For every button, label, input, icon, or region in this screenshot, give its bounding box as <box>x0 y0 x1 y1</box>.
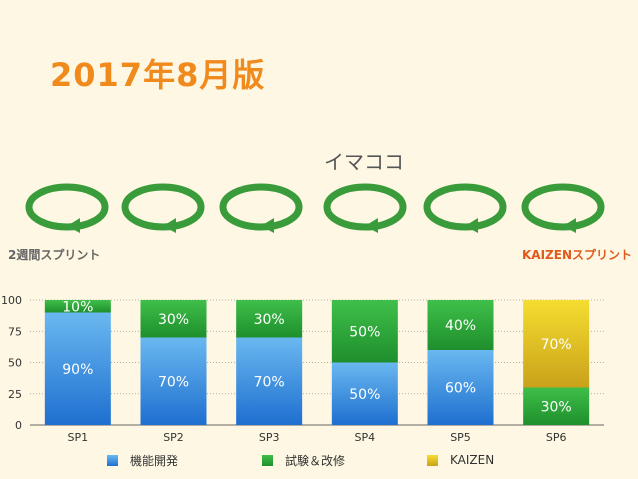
bar-value-label: 70% <box>254 374 285 390</box>
legend-swatch-yellow <box>427 454 438 466</box>
bar-segment <box>140 300 207 338</box>
bar-segment <box>236 337 303 425</box>
legend-label: 機能開発 <box>130 453 179 468</box>
x-tick-label: SP1 <box>68 431 89 444</box>
bar-value-label: 70% <box>158 374 189 390</box>
cycle-icon <box>518 180 608 234</box>
bar-value-label: 30% <box>254 312 285 328</box>
y-tick-label: 0 <box>15 419 22 432</box>
bar-value-label: 30% <box>541 399 572 415</box>
bar-segment <box>331 362 398 425</box>
legend-item-kaizen: KAIZEN <box>427 452 494 468</box>
cycle-icon <box>22 180 112 234</box>
bar-segment <box>523 387 590 425</box>
y-tick-label: 25 <box>8 388 22 401</box>
legend-item-test: 試験＆改修 <box>262 452 345 468</box>
x-tick-label: SP3 <box>259 431 280 444</box>
legend-swatch-green <box>262 454 273 466</box>
bar-segment <box>427 300 494 350</box>
bar-value-label: 60% <box>445 381 476 397</box>
bar-segment <box>331 300 398 363</box>
page-title: 2017年8月版 <box>50 56 266 94</box>
x-tick-label: SP6 <box>546 431 567 444</box>
legend-item-dev: 機能開発 <box>107 452 178 468</box>
current-position-label: イマココ <box>324 150 404 174</box>
bar-value-label: 30% <box>158 312 189 328</box>
legend-swatch-blue <box>107 454 118 466</box>
legend-label: KAIZEN <box>450 453 495 467</box>
cycle-icon <box>118 180 208 234</box>
bar-segment <box>523 300 590 388</box>
y-tick-label: 75 <box>8 325 22 338</box>
stacked-bar-chart: 0 25 50 75 100 90% 10% SP1 70% 30% SP2 70% 30% SP3 50%… <box>1 294 604 444</box>
sprint-length-label: 2週間スプリント <box>8 248 101 262</box>
legend-label: 試験＆改修 <box>285 453 346 468</box>
bar-segment <box>427 350 494 425</box>
bar-value-label: 70% <box>541 337 572 353</box>
bar-value-label: 40% <box>445 318 476 334</box>
y-tick-label: 50 <box>8 357 22 370</box>
bar-value-label: 50% <box>349 387 380 403</box>
bar-segment <box>236 300 303 338</box>
bar-segment <box>44 300 111 313</box>
bar-value-label: 90% <box>62 362 93 378</box>
bar-value-label: 10% <box>62 299 93 315</box>
x-tick-label: SP5 <box>450 431 471 444</box>
bar-value-label: 50% <box>349 324 380 340</box>
y-tick-label: 100 <box>1 294 22 307</box>
bar-segment <box>140 337 207 425</box>
kaizen-sprint-label: KAIZENスプリント <box>522 248 632 262</box>
x-tick-label: SP2 <box>163 431 184 444</box>
x-tick-label: SP4 <box>355 431 376 444</box>
cycle-icon-current <box>320 180 410 234</box>
bar-segment <box>44 312 111 425</box>
cycle-icon <box>216 180 306 234</box>
cycle-icon <box>420 180 510 234</box>
